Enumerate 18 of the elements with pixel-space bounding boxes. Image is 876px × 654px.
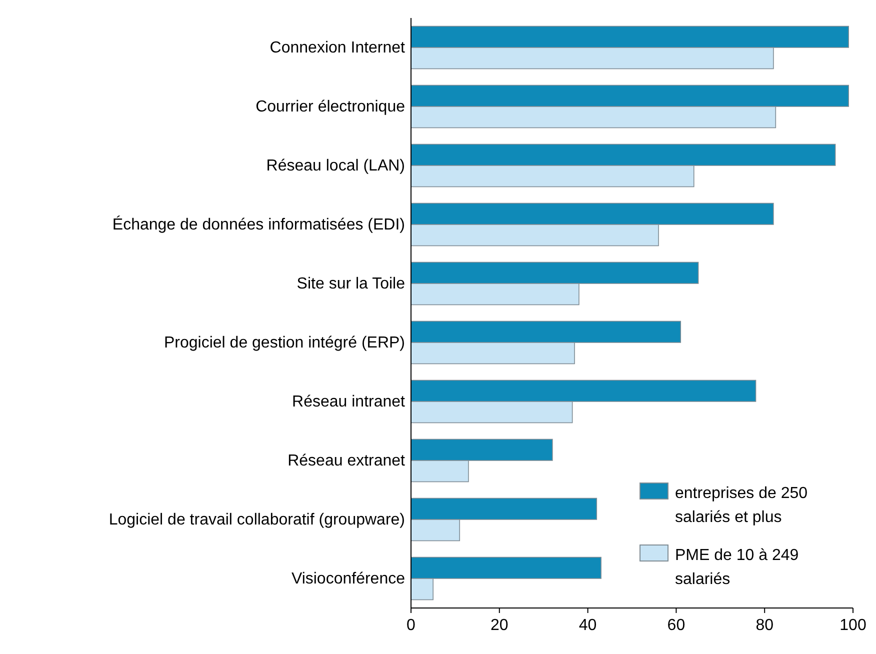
x-tick-label: 20	[490, 617, 508, 634]
y-tick-label: Logiciel de travail collaboratif (groupware)	[108, 512, 405, 528]
x-tick-label: 40	[578, 617, 597, 634]
y-tick-label: Courrier électronique	[256, 98, 406, 116]
legend-label: PME de 10 à 249 salariés	[675, 547, 799, 588]
y-tick-label: Site sur la Toile	[296, 276, 406, 292]
legend-label: entreprises de 250 salariés et plus	[675, 485, 808, 526]
y-tick-label: Réseau local (LAN)	[266, 158, 405, 174]
y-tick-label: Échange de données informatisées (EDI)	[112, 216, 405, 234]
x-tick-label: 80	[756, 617, 774, 634]
x-tick-label: 100	[840, 617, 866, 634]
y-tick-label: Réseau extranet	[288, 452, 406, 470]
y-tick-label: Réseau intranet	[292, 394, 406, 410]
y-tick-label: Progiciel de gestion intégré (ERP)	[164, 334, 405, 352]
x-tick-label: 0	[406, 617, 416, 634]
y-tick-label: Connexion Internet	[270, 40, 406, 56]
x-tick-label: 60	[667, 617, 686, 634]
y-tick-label: Visioconférence	[291, 570, 406, 588]
